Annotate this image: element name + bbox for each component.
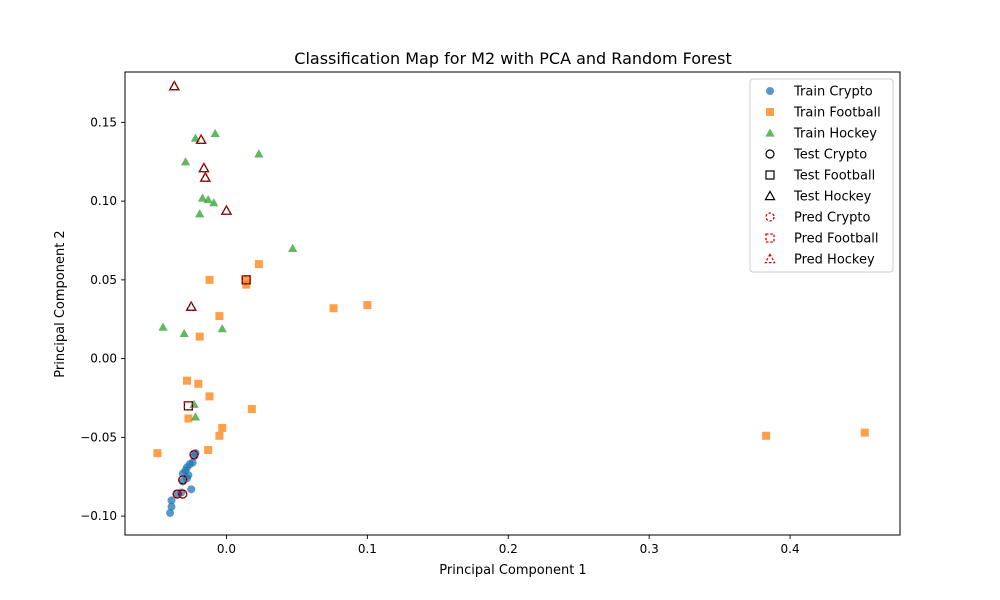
data-point (329, 304, 338, 313)
legend-label: Train Football (793, 106, 881, 121)
legend-label: Test Crypto (793, 148, 867, 163)
legend-label: Test Hockey (793, 190, 872, 205)
data-point (218, 423, 227, 432)
data-point (215, 312, 224, 321)
data-point (185, 460, 194, 469)
data-point (178, 489, 188, 499)
data-point (204, 445, 213, 454)
y-tick-label: 0.10 (90, 194, 117, 208)
legend-label: Pred Hockey (794, 253, 875, 268)
series-pred-crypto (172, 450, 199, 499)
data-point (167, 496, 176, 505)
data-point (190, 412, 201, 421)
data-point (860, 428, 869, 437)
data-point (210, 128, 220, 138)
data-point (220, 204, 233, 215)
x-tick-label: 0.1 (358, 542, 377, 556)
data-point (242, 280, 251, 289)
y-tick-label: 0.05 (90, 273, 117, 287)
data-point (184, 414, 193, 423)
legend-marker (766, 108, 774, 116)
y-tick-label: −0.10 (80, 509, 117, 523)
x-axis-label: Principal Component 1 (439, 563, 586, 578)
data-point (247, 405, 256, 414)
data-point (203, 194, 213, 204)
data-point (254, 149, 264, 158)
data-point (199, 171, 212, 182)
axis-ticks: 0.0 0.1 0.2 0.3 0.4 −0.10 −0.05 0.00 0.05 0.10 0.1… (80, 115, 799, 556)
x-tick-label: 0.2 (499, 542, 518, 556)
data-point (762, 431, 771, 440)
y-tick-label: 0.00 (90, 352, 117, 366)
data-point (183, 401, 194, 411)
legend-label: Train Crypto (793, 85, 873, 100)
data-point (254, 260, 263, 269)
data-point (183, 376, 191, 385)
data-point (185, 300, 197, 311)
legend-marker (764, 253, 776, 264)
x-tick-label: 0.0 (217, 542, 236, 556)
data-point (179, 328, 189, 338)
legend-label: Pred Football (794, 232, 879, 247)
data-point (168, 80, 181, 91)
series-pred-football (183, 275, 251, 411)
data-point (190, 133, 201, 142)
legend-marker (765, 149, 775, 159)
data-point (217, 324, 227, 333)
axes-frame (124, 71, 901, 536)
data-point (205, 392, 214, 401)
series-train-football (153, 260, 869, 458)
data-point (288, 243, 298, 252)
data-point (153, 449, 162, 458)
data-point (198, 162, 210, 173)
legend-marker (766, 87, 774, 95)
legend-marker (765, 128, 775, 137)
series-test-football (183, 275, 251, 411)
plot-area (153, 80, 869, 517)
data-point (241, 275, 251, 285)
data-point (195, 133, 207, 144)
data-point (187, 485, 196, 494)
legend-box (749, 78, 894, 273)
y-tick-label: 0.15 (90, 115, 117, 129)
x-tick-label: 0.3 (640, 542, 659, 556)
legend-marker (764, 190, 776, 201)
data-point (189, 399, 199, 408)
data-point (178, 475, 188, 485)
data-point (363, 301, 372, 310)
data-point (172, 489, 182, 499)
data-point (180, 157, 191, 166)
data-point (166, 508, 175, 517)
data-point (195, 332, 204, 341)
legend-marker (765, 233, 775, 243)
legend-label: Pred Crypto (794, 211, 871, 226)
data-point (209, 198, 219, 207)
data-point (194, 379, 203, 388)
series-pred-hockey (168, 80, 233, 311)
legend-marker (765, 170, 775, 180)
chart-title: Classification Map for M2 with PCA and R… (294, 49, 731, 68)
y-tick-label: −0.05 (80, 430, 117, 444)
data-point (215, 431, 224, 440)
legend-label: Train Hockey (793, 127, 877, 142)
data-point (205, 275, 214, 284)
data-point (167, 502, 176, 511)
series-test-hockey (168, 80, 233, 311)
series-train-hockey (158, 128, 298, 421)
data-point (195, 209, 205, 218)
x-tick-label: 0.4 (781, 542, 800, 556)
data-point (242, 275, 251, 284)
legend-marker (765, 212, 775, 222)
legend-label: Test Football (793, 169, 875, 184)
legend: Train Crypto Train Football Train Hockey Te… (749, 78, 894, 273)
data-point (197, 193, 208, 202)
y-axis-label: Principal Component 2 (53, 230, 68, 377)
data-point (189, 450, 199, 460)
data-point (158, 322, 168, 331)
